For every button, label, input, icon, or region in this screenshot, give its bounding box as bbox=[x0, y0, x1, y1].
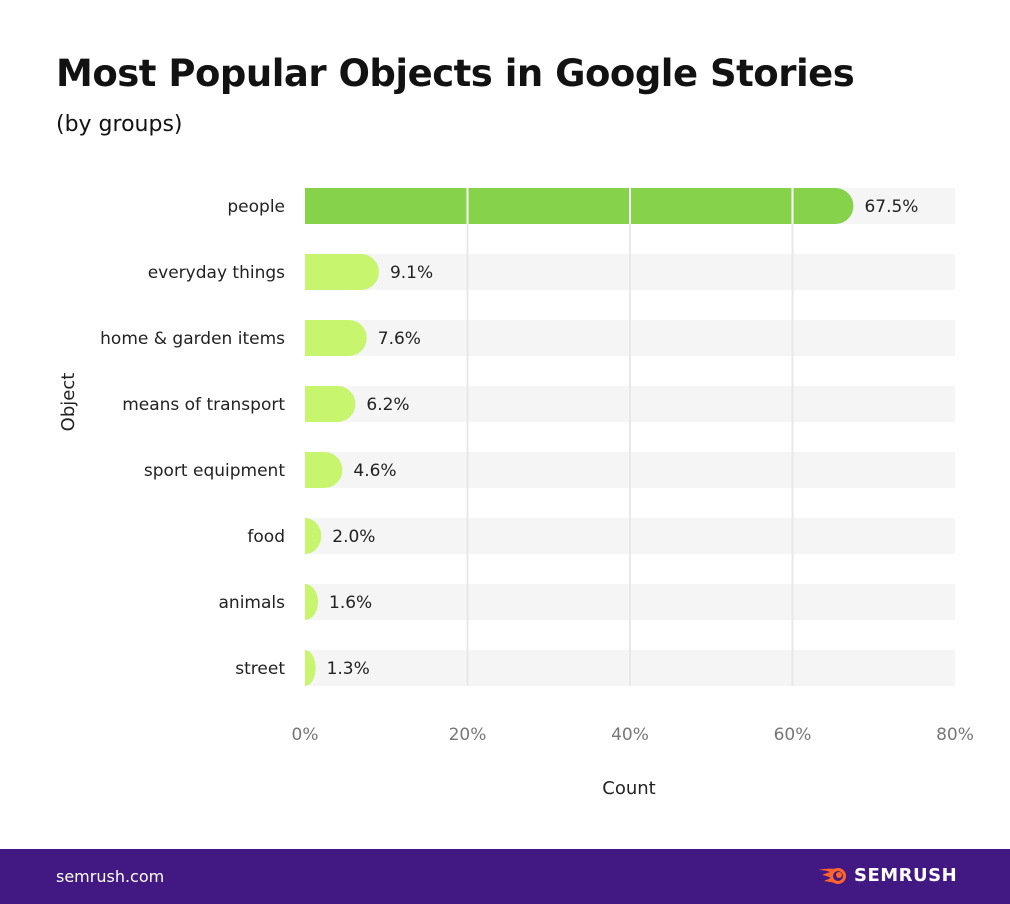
bar bbox=[305, 584, 318, 620]
bar bbox=[305, 518, 322, 554]
category-label: everyday things bbox=[148, 263, 285, 283]
footer: semrush.com SEMRUSH bbox=[0, 849, 1010, 904]
x-tick-label: 20% bbox=[449, 725, 487, 745]
data-label: 1.3% bbox=[327, 659, 370, 679]
x-tick-label: 80% bbox=[936, 725, 974, 745]
data-label: 67.5% bbox=[864, 197, 918, 217]
bar-chart: 0% 20% 40% 60% 80% people 67.5% everyday things… bbox=[58, 188, 974, 799]
category-label: people bbox=[227, 197, 285, 217]
x-tick-label: 0% bbox=[292, 725, 319, 745]
category-label: street bbox=[235, 659, 285, 679]
x-tick-label: 40% bbox=[611, 725, 649, 745]
chart-title: Most Popular Objects in Google Stories bbox=[56, 52, 855, 95]
data-label: 2.0% bbox=[332, 527, 375, 547]
bar bbox=[305, 386, 356, 422]
category-label: means of transport bbox=[122, 395, 285, 415]
bar bbox=[305, 188, 854, 224]
brand-name: SEMRUSH bbox=[854, 865, 958, 886]
x-tick-label: 60% bbox=[774, 725, 812, 745]
semrush-fireball-icon bbox=[818, 867, 846, 884]
chart-subtitle: (by groups) bbox=[56, 112, 183, 137]
data-label: 1.6% bbox=[329, 593, 372, 613]
bar bbox=[305, 650, 316, 686]
bar bbox=[305, 254, 379, 290]
brand-logo: SEMRUSH bbox=[818, 865, 957, 886]
bar bbox=[305, 452, 343, 488]
y-axis-title: Object bbox=[58, 373, 79, 432]
site-link[interactable]: semrush.com bbox=[56, 867, 165, 886]
bar bbox=[305, 320, 367, 356]
category-label: animals bbox=[219, 593, 286, 613]
category-label: food bbox=[247, 527, 285, 547]
category-label: home & garden items bbox=[100, 329, 285, 349]
x-axis-title: Count bbox=[602, 778, 655, 799]
data-label: 4.6% bbox=[353, 461, 396, 481]
category-label: sport equipment bbox=[144, 461, 285, 481]
data-label: 6.2% bbox=[366, 395, 409, 415]
data-label: 7.6% bbox=[378, 329, 421, 349]
data-label: 9.1% bbox=[390, 263, 433, 283]
